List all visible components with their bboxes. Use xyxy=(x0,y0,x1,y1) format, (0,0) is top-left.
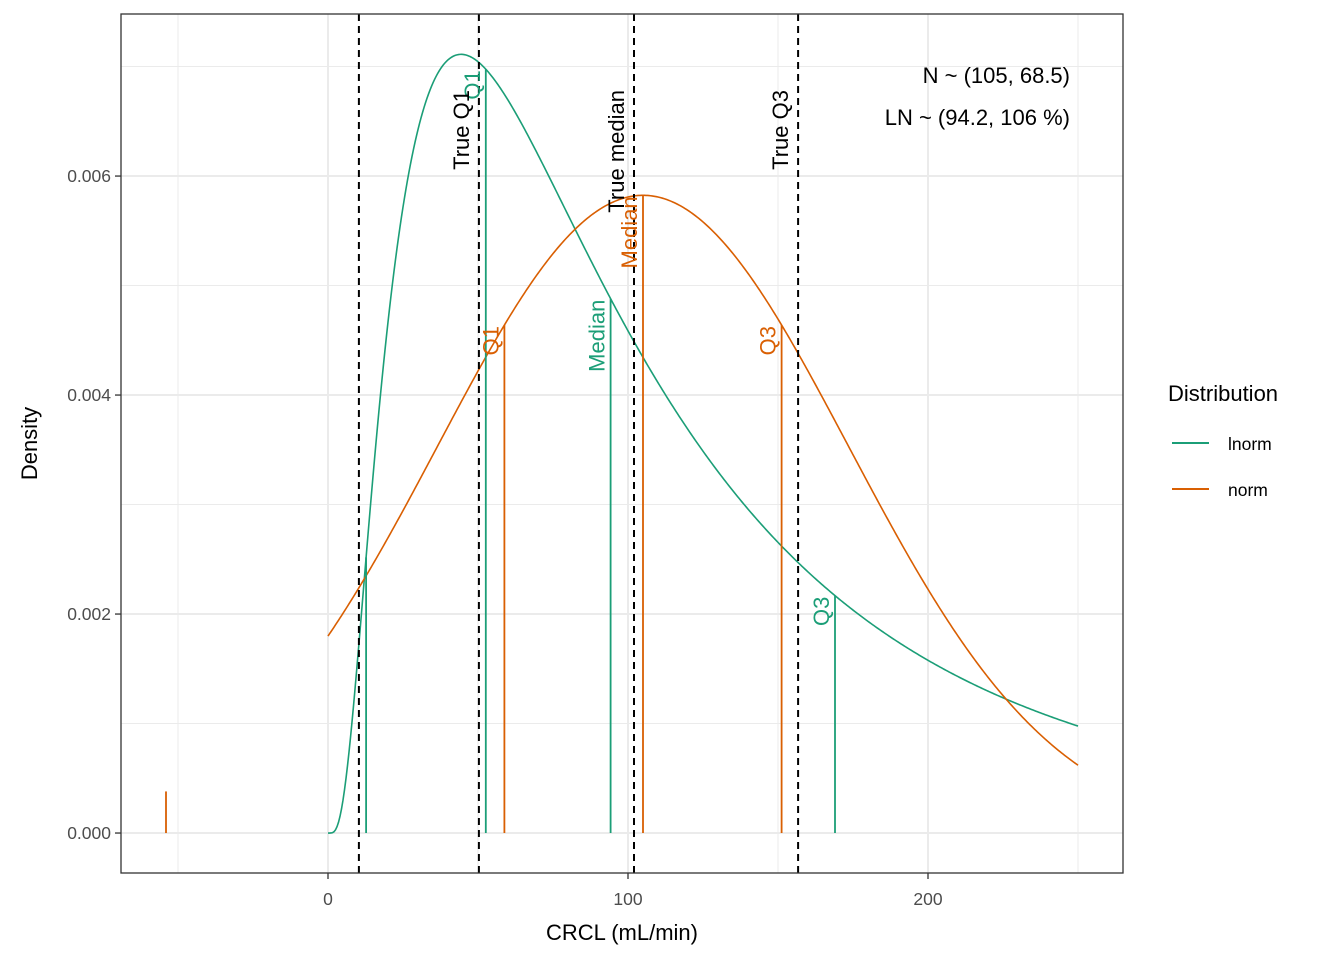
panel-background xyxy=(121,14,1123,873)
legend: Distribution lnorm norm xyxy=(1168,381,1278,500)
annotation-lognormal-params: LN ~ (94.2, 106 %) xyxy=(885,105,1070,130)
density-curves xyxy=(327,53,1079,834)
y-tick-label: 0.006 xyxy=(67,166,111,186)
x-tick-label: 0 xyxy=(323,889,333,909)
y-axis-title: Density xyxy=(17,407,42,480)
quantile-label-norm: Q1 xyxy=(478,326,503,355)
quantile-label-lnorm: Median xyxy=(585,300,610,372)
quantile-markers xyxy=(165,69,836,834)
y-tick-label: 0.002 xyxy=(67,604,111,624)
density-curve-lnorm xyxy=(328,53,1079,834)
legend-item-norm: norm xyxy=(1172,480,1268,500)
quantile-label-norm: Median xyxy=(617,196,642,268)
legend-title: Distribution xyxy=(1168,381,1278,406)
axes: 0 100 200 0.000 0.002 0.004 0.006 xyxy=(67,166,943,909)
true-quantile-label: True Q1 xyxy=(449,90,474,170)
legend-label-norm: norm xyxy=(1228,480,1268,500)
legend-label-lnorm: lnorm xyxy=(1228,434,1272,454)
x-tick-label: 100 xyxy=(613,889,642,909)
true-quantile-label: True Q3 xyxy=(768,90,793,170)
quantile-label-lnorm: Q1 xyxy=(460,70,485,99)
x-axis-title: CRCL (mL/min) xyxy=(546,920,698,945)
grid xyxy=(121,14,1123,873)
quantile-label-lnorm: Q3 xyxy=(809,597,834,626)
y-tick-label: 0.000 xyxy=(67,823,111,843)
true-quantile-label: True median xyxy=(604,90,629,213)
legend-item-lnorm: lnorm xyxy=(1172,434,1272,454)
density-curve-norm xyxy=(327,194,1079,766)
quantile-labels: Q1 Median Q3 Q1 Median Q3 True Q1 True median Tr… xyxy=(449,70,834,626)
panel-border xyxy=(120,13,1124,874)
x-tick-label: 200 xyxy=(913,889,942,909)
annotation-normal-params: N ~ (105, 68.5) xyxy=(923,63,1070,88)
y-tick-label: 0.004 xyxy=(67,385,111,405)
quantile-label-norm: Q3 xyxy=(756,326,781,355)
